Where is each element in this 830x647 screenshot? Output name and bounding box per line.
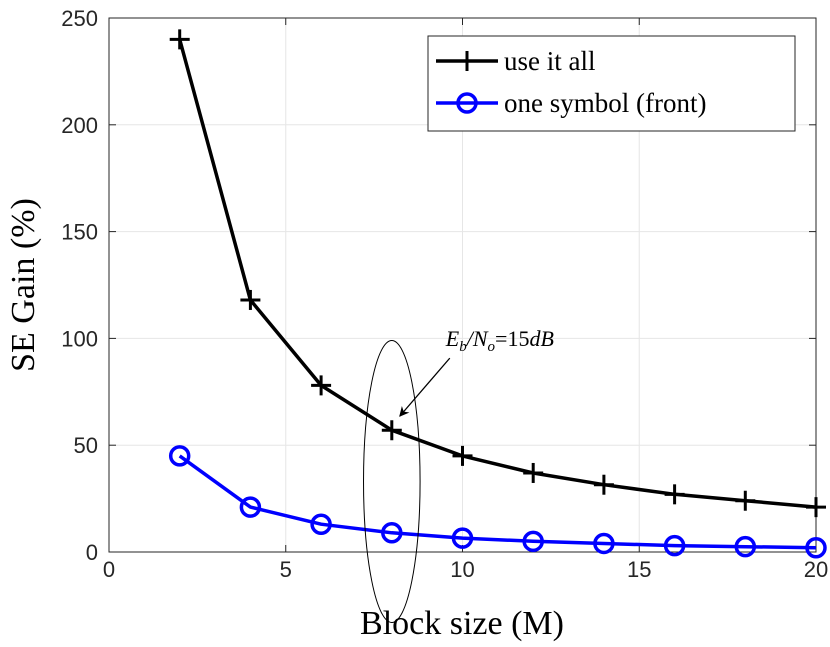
- data-point-one-symbol-front: [805, 536, 827, 559]
- x-tick-label: 10: [450, 557, 474, 582]
- data-point-use-it-all: [523, 462, 544, 483]
- legend-box: [427, 35, 796, 132]
- data-point-one-symbol-front: [593, 532, 615, 555]
- annotation-arrow: [399, 357, 451, 417]
- y-tick-label: 50: [74, 433, 98, 458]
- data-point-use-it-all: [311, 375, 332, 396]
- legend-marker: [457, 51, 477, 71]
- data-point-one-symbol-front: [451, 527, 474, 549]
- data-point-use-it-all: [664, 484, 685, 505]
- legend-item-use-it-all: use it all: [436, 46, 595, 76]
- x-tick-label: 5: [280, 557, 292, 582]
- legend-label: use it all: [504, 46, 595, 76]
- y-axis-label: SE Gain (%): [5, 198, 42, 372]
- series-line-use-it-all: [178, 38, 817, 509]
- data-point-use-it-all: [381, 420, 402, 441]
- data-point-one-symbol-front: [381, 522, 403, 544]
- series-layer: [168, 29, 827, 559]
- x-tick-label: 20: [804, 557, 828, 582]
- y-tick-label: 200: [61, 113, 98, 138]
- x-axis-label: Block size (M): [360, 605, 564, 642]
- legend-item-one-symbol-front: one symbol (front): [436, 88, 706, 118]
- data-point-one-symbol-front: [734, 535, 757, 558]
- data-point-use-it-all: [735, 490, 756, 511]
- series-line-one-symbol-front: [178, 454, 817, 550]
- y-tick-label: 250: [61, 6, 98, 31]
- y-tick-label: 150: [61, 220, 98, 245]
- data-point-one-symbol-front: [663, 534, 686, 557]
- data-point-one-symbol-front: [168, 445, 191, 467]
- annotation-ellipse: [363, 340, 421, 623]
- data-point-use-it-all: [452, 445, 473, 466]
- data-point-use-it-all: [806, 497, 826, 518]
- x-tick-label: 0: [103, 557, 115, 582]
- legend: use it all one symbol (front): [427, 35, 796, 132]
- data-point-use-it-all: [240, 289, 261, 310]
- data-point-one-symbol-front: [522, 530, 544, 553]
- legend-marker: [456, 92, 478, 114]
- annotation-label: Eb/No=15dB: [445, 326, 554, 355]
- data-point-one-symbol-front: [310, 513, 332, 535]
- legend-label: one symbol (front): [504, 88, 706, 118]
- data-point-one-symbol-front: [239, 496, 262, 518]
- data-point-use-it-all: [169, 29, 190, 50]
- y-tick-label: 0: [86, 540, 98, 565]
- annotation-layer: Eb/No=15dB: [363, 326, 554, 623]
- plot-frame: [108, 17, 817, 553]
- series-one-symbol-front: [168, 445, 827, 559]
- series-use-it-all: [169, 29, 826, 518]
- x-tick-label: 15: [627, 557, 651, 582]
- data-point-use-it-all: [593, 474, 614, 495]
- y-tick-label: 100: [61, 326, 98, 351]
